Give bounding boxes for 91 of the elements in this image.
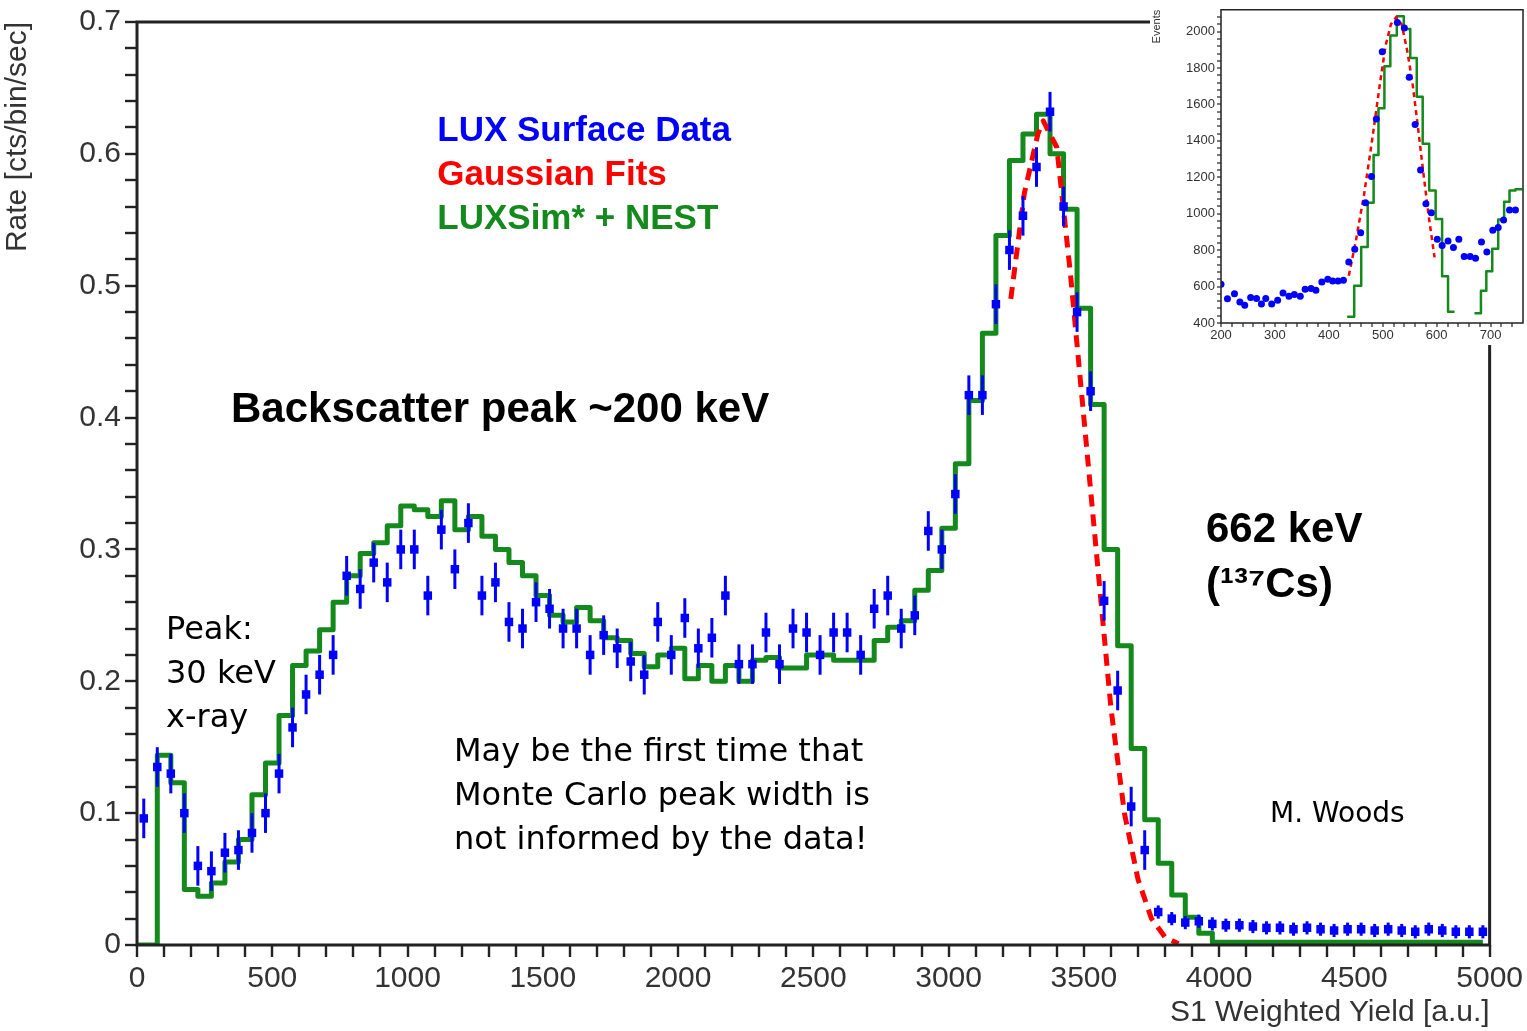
x-tick-label: 600	[1425, 327, 1448, 343]
x-tick-label: 1000	[374, 960, 441, 994]
point	[1262, 294, 1270, 302]
x-tick-label: 3500	[1050, 960, 1118, 994]
x-tick-label: 400	[1318, 327, 1340, 343]
point	[1494, 223, 1502, 231]
y-tick-label: 0.1	[79, 794, 121, 828]
y-tick-label: 0.3	[79, 530, 121, 564]
point	[1223, 295, 1231, 303]
y-tick-label: 0.7	[79, 3, 121, 37]
point	[1339, 276, 1347, 284]
y-tick-label: 0.6	[79, 135, 121, 169]
y-tick-label: 1800	[1186, 59, 1215, 75]
point	[1411, 121, 1419, 129]
y-tick-label: 0.5	[79, 266, 121, 300]
point	[1444, 237, 1452, 245]
point	[1318, 278, 1326, 286]
y-tick-label: 1000	[1186, 205, 1215, 221]
point	[1357, 229, 1365, 237]
text: Gaussian Fits	[437, 153, 667, 193]
x-tick-label: 3000	[915, 960, 982, 994]
x-tick-label: 500	[247, 960, 298, 994]
y-tick-label: 1600	[1186, 96, 1215, 112]
point	[1274, 296, 1282, 304]
annotation: 662 keV (¹³⁷Cs)	[1206, 503, 1363, 606]
point	[1455, 235, 1463, 243]
y-tick-label: 400	[1193, 314, 1215, 330]
x-tick-label: 2500	[779, 960, 847, 994]
x-tick-label: 0	[128, 960, 146, 994]
x-tick-label: 200	[1210, 327, 1232, 343]
x-tick-label: 500	[1371, 327, 1394, 343]
point	[1367, 172, 1375, 180]
point	[1345, 258, 1353, 266]
x-tick-label: 2000	[644, 960, 712, 994]
text: LUXSim* + NEST	[437, 197, 719, 237]
annotation: May be the first time that Monte Carlo peak width is not informed by the data!	[454, 731, 870, 858]
point	[1362, 199, 1370, 207]
point	[1438, 242, 1446, 250]
y-tick-label: 0.2	[79, 662, 121, 696]
point	[1393, 19, 1401, 27]
point	[1449, 243, 1457, 251]
annotation: Peak: 30 keV x-ray	[166, 609, 276, 736]
point	[1427, 209, 1435, 217]
x-tick-label: 1500	[509, 960, 577, 994]
y-tick-label: 1400	[1186, 132, 1215, 148]
x-tick-label: 5000	[1456, 960, 1524, 994]
annotation: Backscatter peak ~200 keV	[231, 383, 770, 431]
point	[1230, 290, 1238, 298]
x-tick-label: 700	[1479, 327, 1502, 343]
y-axis-title: Events	[1149, 9, 1162, 44]
y-tick-label: 600	[1193, 278, 1215, 294]
point	[1506, 206, 1514, 214]
point	[1477, 238, 1485, 246]
point	[1405, 73, 1413, 81]
point	[1378, 48, 1386, 56]
point	[1290, 290, 1298, 298]
point	[1268, 300, 1276, 308]
y-tick-label: 0	[104, 926, 121, 960]
point	[1351, 245, 1359, 253]
point	[1247, 294, 1255, 302]
point	[1312, 286, 1320, 294]
point	[1241, 301, 1249, 309]
x-tick-label: 4500	[1320, 960, 1388, 994]
point	[1500, 216, 1508, 224]
text: LUX Surface Data	[437, 109, 732, 149]
x-tick-label: 300	[1264, 327, 1286, 343]
y-tick-label: 0.4	[79, 398, 121, 432]
point	[1489, 226, 1497, 234]
point	[1296, 292, 1304, 300]
point	[1422, 200, 1430, 208]
y-axis-title: Rate [cts/bin/sec]	[0, 22, 33, 253]
point	[1483, 248, 1491, 256]
y-tick-label: 800	[1193, 241, 1215, 257]
x-tick-label: 4000	[1185, 960, 1253, 994]
point	[1417, 166, 1425, 174]
point	[1472, 254, 1480, 262]
y-tick-label: 1200	[1186, 168, 1215, 184]
point	[1279, 289, 1287, 297]
x-axis-title: S1 Weighted Yield [a.u.]	[1169, 994, 1490, 1028]
point	[1253, 294, 1261, 302]
y-tick-label: 2000	[1186, 23, 1215, 39]
point	[1433, 235, 1441, 243]
point	[1511, 206, 1519, 214]
point	[1285, 292, 1293, 300]
point	[1257, 300, 1265, 308]
point	[1460, 253, 1468, 261]
point	[1301, 285, 1309, 293]
annotation: M. Woods	[1270, 796, 1405, 830]
point	[1400, 24, 1408, 32]
point	[1372, 115, 1380, 123]
point	[1329, 277, 1337, 285]
